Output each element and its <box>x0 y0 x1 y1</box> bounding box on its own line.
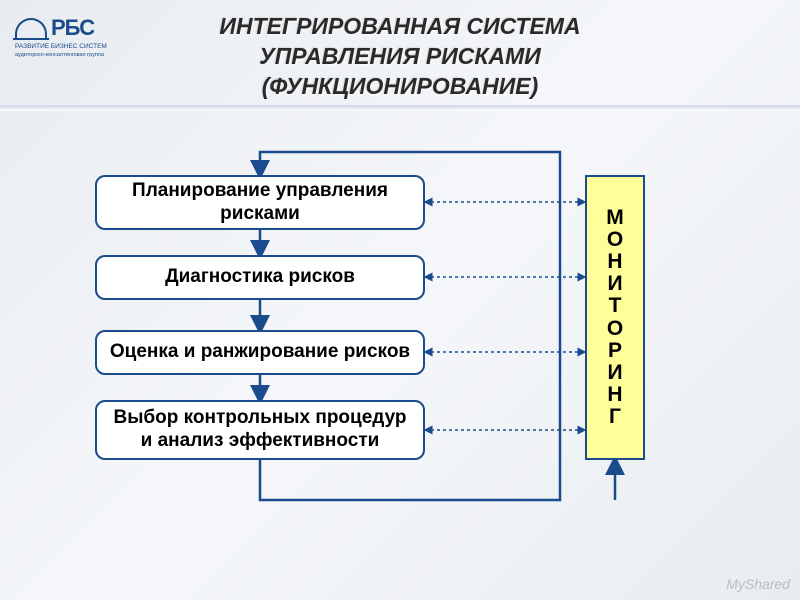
title-line-2: УПРАВЛЕНИЯ РИСКАМИ <box>140 42 660 72</box>
header: РБС РАЗВИТИЕ БИЗНЕС СИСТЕМ аудиторско-ко… <box>0 0 800 120</box>
watermark: MyShared <box>726 576 790 592</box>
logo-text: РБС <box>51 15 94 41</box>
title-line-3: (ФУНКЦИОНИРОВАНИЕ) <box>140 72 660 102</box>
monitor-box: МОНИТОРИНГ <box>585 175 645 460</box>
logo-mark: РБС <box>15 15 135 41</box>
process-box-b3: Оценка и ранжирование рисков <box>95 330 425 375</box>
title-line-1: ИНТЕГРИРОВАННАЯ СИСТЕМА <box>140 12 660 42</box>
process-box-b2: Диагностика рисков <box>95 255 425 300</box>
process-box-b1: Планирование управления рисками <box>95 175 425 230</box>
logo-subtitle-1: РАЗВИТИЕ БИЗНЕС СИСТЕМ <box>15 43 135 50</box>
logo-subtitle-2: аудиторско-консалтинговая группа <box>15 52 135 58</box>
flowchart-diagram: Планирование управления рисками Диагности… <box>0 120 800 600</box>
logo: РБС РАЗВИТИЕ БИЗНЕС СИСТЕМ аудиторско-ко… <box>15 15 135 58</box>
logo-arc-icon <box>15 18 47 38</box>
process-box-b4: Выбор контрольных процедур и анализ эффе… <box>95 400 425 460</box>
dotted-connectors <box>425 202 585 430</box>
divider <box>0 105 800 111</box>
